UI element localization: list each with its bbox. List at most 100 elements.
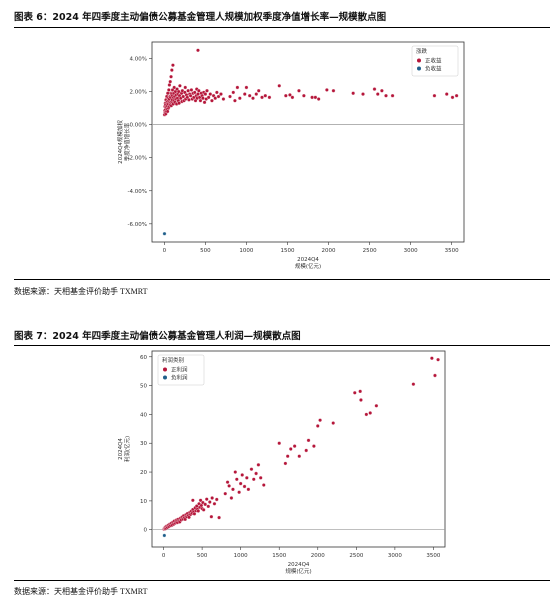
- data-point: [254, 92, 259, 96]
- data-point: [162, 231, 167, 236]
- data-point: [297, 454, 302, 459]
- data-point: [202, 100, 207, 105]
- legend-marker: [417, 58, 421, 63]
- data-point: [231, 90, 236, 95]
- data-point: [312, 444, 316, 448]
- data-point: [228, 94, 232, 99]
- x-tick-label: 0: [162, 553, 166, 559]
- figure-6-bottom-rule: [14, 279, 550, 280]
- data-point: [256, 88, 261, 93]
- data-point: [267, 95, 272, 100]
- data-point: [192, 512, 197, 516]
- x-tick-label: 3000: [404, 248, 418, 254]
- data-point: [187, 98, 191, 102]
- figure-7-bottom-rule: [14, 580, 550, 581]
- y-tick-label: 10: [140, 499, 147, 505]
- data-point: [277, 441, 282, 446]
- x-tick-label: 3500: [426, 553, 440, 559]
- return-vs-size-scatter-chart: 0 500 1000 1500 2000 2500 3000 3500 -6.00% -4.00%…: [116, 41, 465, 270]
- data-point: [178, 83, 182, 88]
- figure-6-title: 图表 6：2024 年四季度主动偏债公募基金管理人规模加权季度净值增长率—规模散…: [14, 12, 387, 23]
- data-point: [168, 79, 173, 84]
- data-point: [235, 85, 240, 90]
- y-tick-label: 2.00%: [130, 90, 147, 96]
- data-point: [380, 88, 384, 93]
- data-point: [170, 68, 174, 72]
- legend-marker: [163, 375, 167, 380]
- data-point: [244, 85, 249, 90]
- figure-6-source: 数据来源：天相基金评价助手 TXMRT: [14, 287, 148, 296]
- data-point: [189, 88, 194, 92]
- data-point: [192, 90, 197, 95]
- data-point: [171, 63, 175, 67]
- data-point: [432, 93, 437, 98]
- profit-vs-size-scatter-chart: 0 500 1000 1500 2000 2500 3000 3500 0 10 20 30 40 50 6…: [118, 350, 446, 575]
- data-point: [169, 74, 173, 79]
- data-point: [436, 357, 440, 362]
- data-point: [325, 88, 329, 92]
- x-tick-label: 1000: [234, 553, 248, 559]
- figure-7-title: 图表 7：2024 年四季度主动偏债公募基金管理人利润—规模散点图: [14, 331, 301, 342]
- data-point: [172, 85, 177, 90]
- data-point: [216, 94, 221, 99]
- data-point: [165, 91, 170, 96]
- legend-label: 负收益: [425, 65, 442, 73]
- data-point: [234, 477, 239, 482]
- data-point: [375, 92, 380, 96]
- data-point: [283, 461, 288, 466]
- y-tick-label: -2.00%: [128, 156, 147, 162]
- x-tick-label: 1500: [280, 248, 294, 254]
- data-point: [368, 411, 373, 415]
- x-tick-label: 2500: [349, 553, 363, 559]
- data-point: [411, 382, 416, 386]
- legend-box: [411, 45, 459, 77]
- x-tick-label: 3000: [388, 553, 402, 559]
- y-tick-label: 4.00%: [130, 57, 147, 63]
- legend-box: [157, 354, 205, 386]
- data-point: [225, 480, 230, 484]
- data-point: [207, 500, 212, 504]
- data-point: [166, 88, 171, 92]
- data-point: [176, 89, 181, 94]
- data-point: [186, 88, 190, 93]
- data-point: [206, 504, 211, 509]
- y-tick-label: -4.00%: [128, 189, 147, 195]
- data-point: [260, 95, 264, 100]
- data-point: [213, 96, 218, 101]
- data-point: [331, 421, 336, 425]
- data-point: [240, 473, 245, 477]
- data-point: [313, 95, 318, 100]
- data-point: [196, 509, 201, 513]
- legend-label: 负利润: [171, 374, 188, 382]
- y-tick-label: -6.00%: [128, 222, 147, 228]
- legend-title: 利润类别: [162, 356, 184, 364]
- y-axis-label: 2024Q4规模加权: [116, 120, 124, 164]
- data-point: [249, 467, 254, 472]
- data-point: [361, 92, 365, 96]
- data-point: [372, 87, 377, 91]
- data-point: [251, 477, 256, 482]
- data-point: [221, 97, 226, 101]
- data-point: [217, 515, 221, 520]
- legend-marker: [417, 66, 421, 71]
- data-point: [288, 93, 292, 97]
- data-point: [177, 101, 181, 106]
- data-point: [233, 470, 238, 474]
- data-point: [187, 515, 191, 520]
- data-point: [430, 356, 434, 361]
- data-point: [315, 424, 320, 428]
- data-point: [290, 95, 295, 100]
- data-point: [238, 96, 242, 101]
- data-point: [384, 93, 388, 98]
- data-point: [256, 463, 261, 467]
- x-tick-label: 1500: [272, 553, 286, 559]
- x-axis-label: 2024Q4: [297, 257, 319, 263]
- data-point: [196, 92, 200, 96]
- legend-label: 正利润: [171, 366, 188, 374]
- data-point: [285, 454, 290, 459]
- data-point: [238, 481, 243, 486]
- data-point: [233, 98, 237, 103]
- data-point: [263, 93, 268, 98]
- x-tick-label: 3500: [445, 248, 459, 254]
- x-tick-label: 2500: [363, 248, 377, 254]
